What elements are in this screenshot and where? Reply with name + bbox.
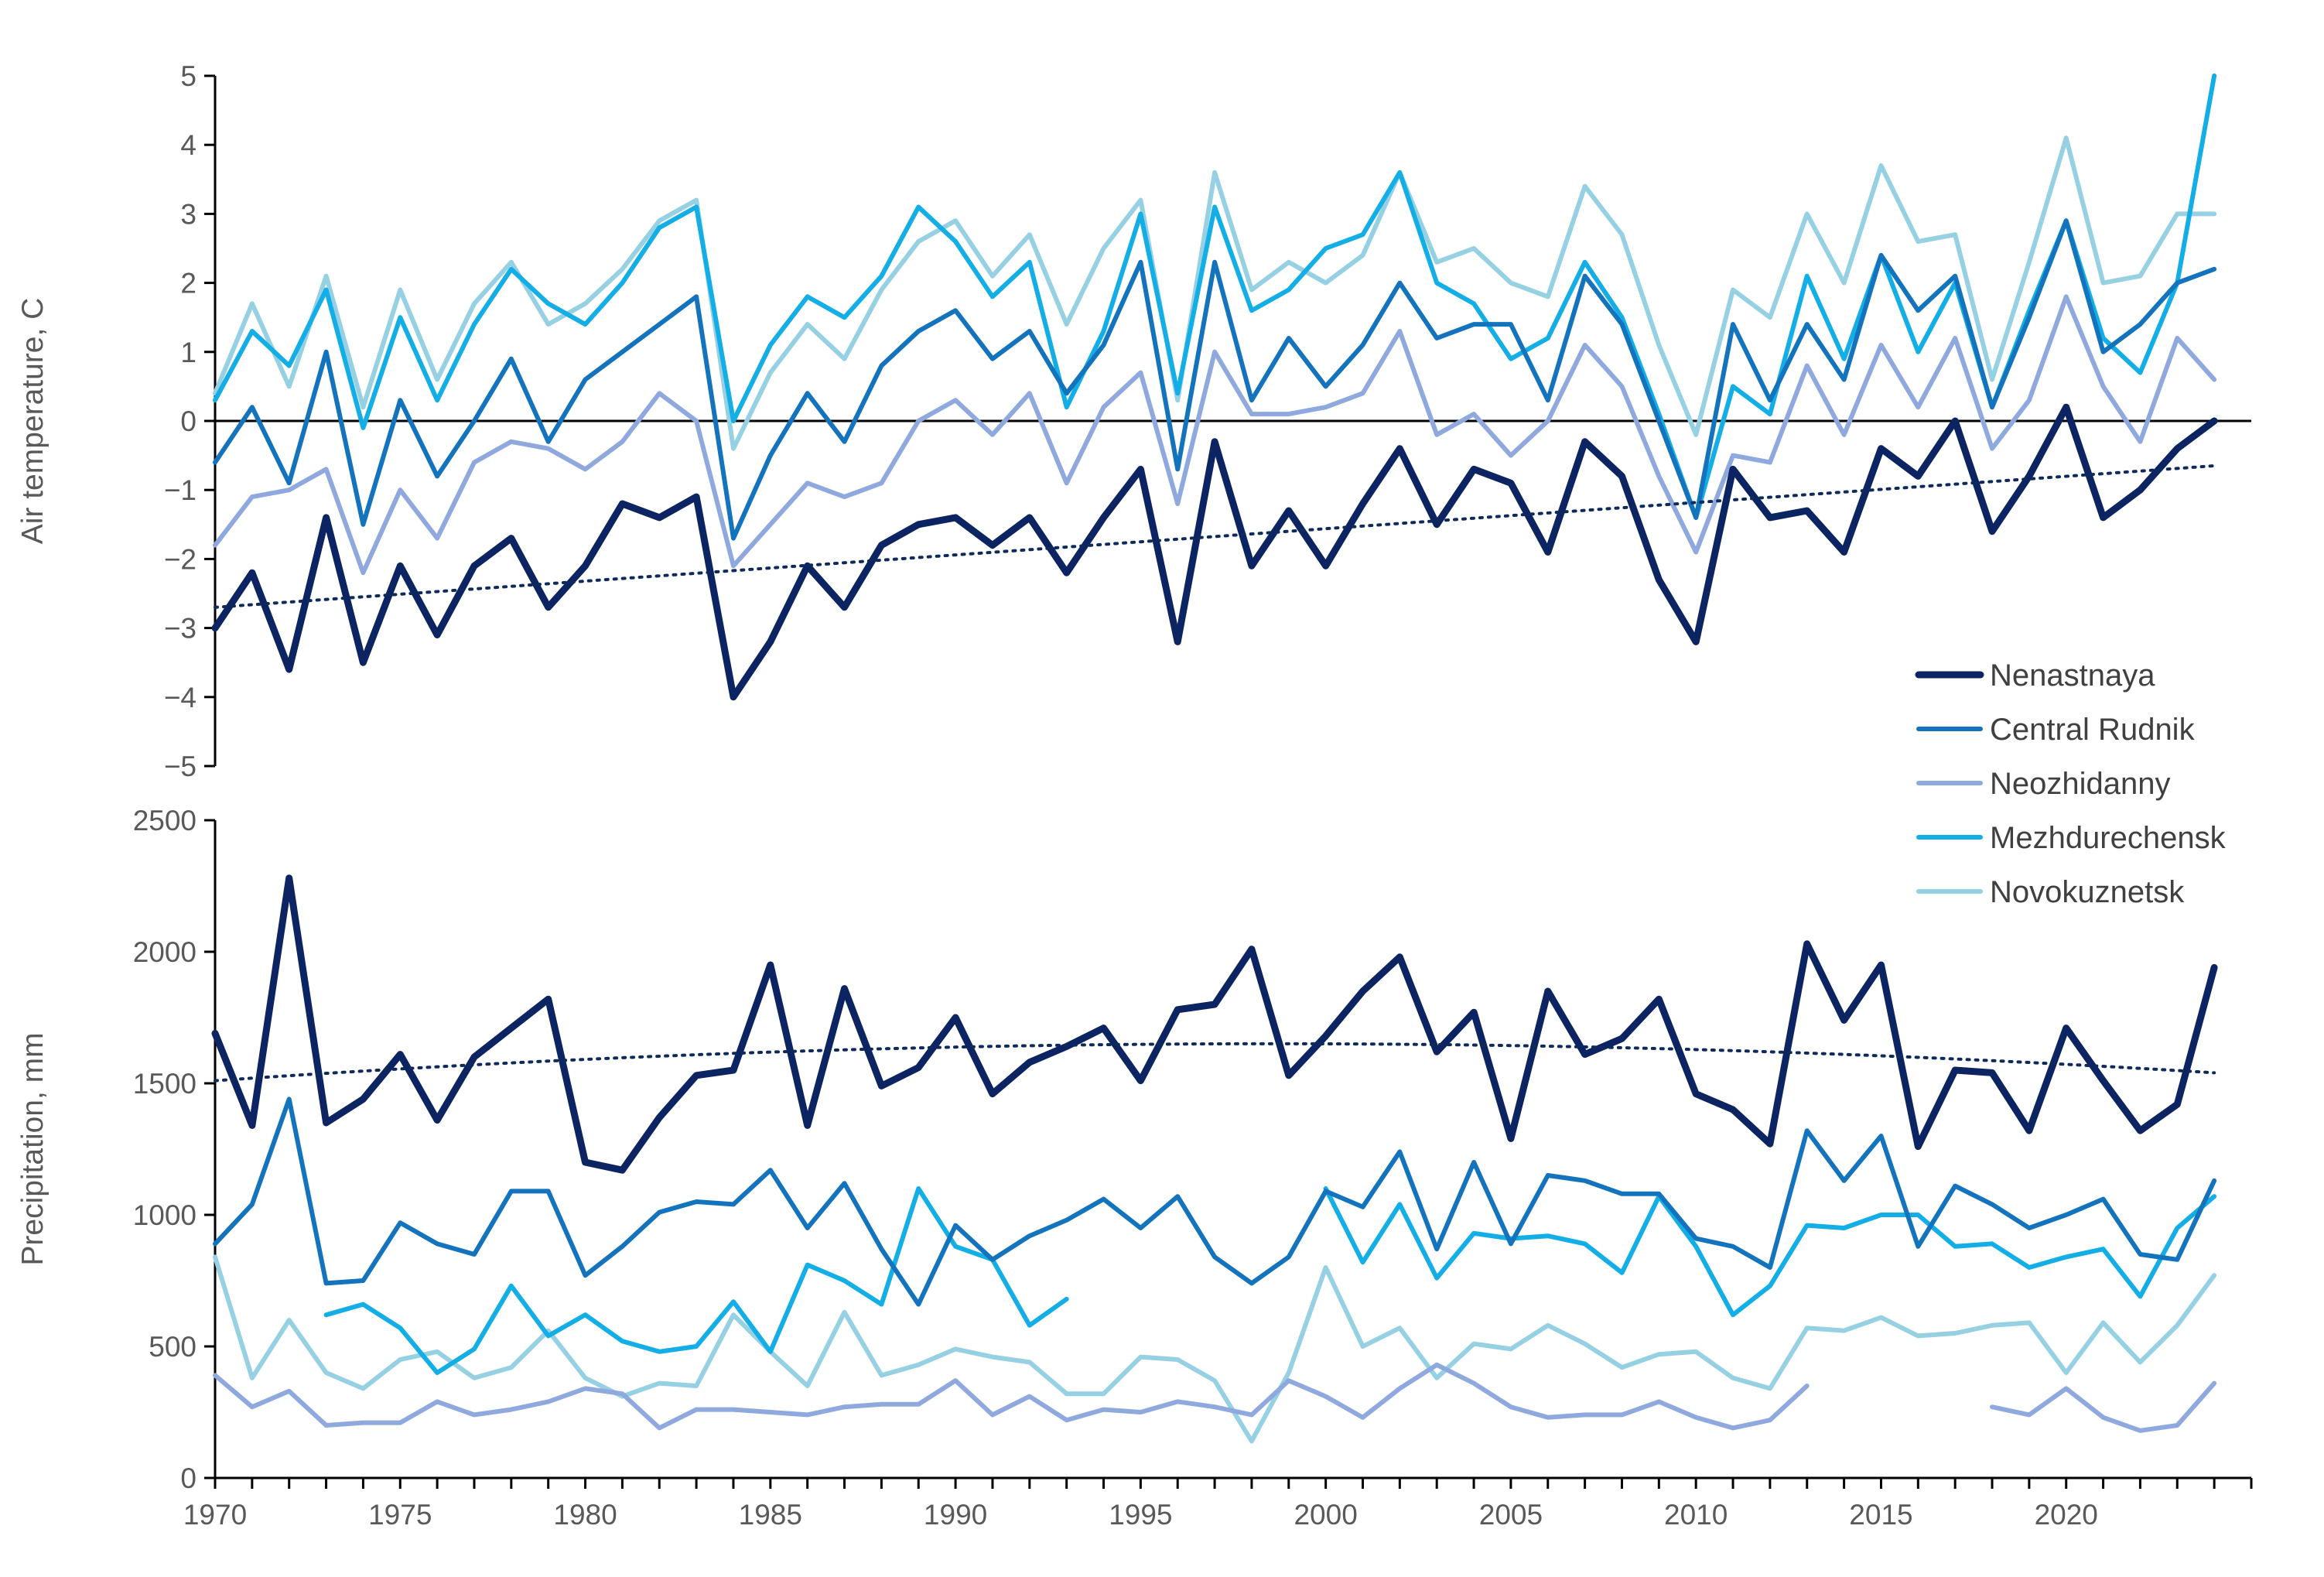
precipitation-y-axis-title: Precipitation, mm bbox=[16, 1032, 50, 1265]
precipitation-y-tick-label: 0 bbox=[180, 1462, 197, 1494]
temperature-y-tick-label: 3 bbox=[180, 198, 197, 230]
precipitation-y-tick-label: 2500 bbox=[133, 805, 197, 836]
temperature-y-tick-label: 0 bbox=[180, 405, 197, 437]
legend-label-novokuznetsk: Novokuznetsk bbox=[1990, 875, 2185, 909]
temperature-panel: −5 −4 −3 −2 −1 0 1 2 3 4 5 Air temperature, C bbox=[16, 60, 2251, 782]
legend-label-mezhdurechensk: Mezhdurechensk bbox=[1990, 821, 2227, 855]
temperature-y-axis-title: Air temperature, C bbox=[16, 298, 50, 545]
temperature-y-tick-label: 1 bbox=[180, 337, 197, 368]
legend: Nenastnaya Central Rudnik Neozhidanny Mezhd… bbox=[1915, 659, 2227, 909]
precipitation-series-mezhdurechensk bbox=[323, 1186, 2217, 1375]
temperature-y-tick-label: −3 bbox=[164, 613, 197, 645]
temperature-y-tick-label: −4 bbox=[164, 682, 197, 713]
x-tick-label: 1985 bbox=[739, 1499, 802, 1531]
temperature-y-tick-label: −1 bbox=[164, 474, 197, 506]
x-tick-label: 1995 bbox=[1109, 1499, 1172, 1531]
precipitation-series-novokuznetsk bbox=[213, 1254, 2217, 1444]
temperature-y-tick-label: 5 bbox=[180, 60, 197, 92]
x-tick-label: 1970 bbox=[183, 1499, 247, 1531]
precipitation-y-tick-label: 1500 bbox=[133, 1068, 197, 1100]
x-tick-label: 2010 bbox=[1664, 1499, 1728, 1531]
precipitation-y-tick-label: 1000 bbox=[133, 1199, 197, 1231]
legend-label-central-rudnik: Central Rudnik bbox=[1990, 713, 2196, 747]
temperature-series-neozhidanny bbox=[213, 294, 2217, 576]
x-tick-label: 1980 bbox=[553, 1499, 617, 1531]
x-tick-label: 2000 bbox=[1294, 1499, 1357, 1531]
temperature-y-tick-label: 2 bbox=[180, 268, 197, 299]
x-tick-label: 2020 bbox=[2035, 1499, 2098, 1531]
x-tick-label: 1975 bbox=[368, 1499, 432, 1531]
precipitation-series-neozhidanny bbox=[213, 1362, 2217, 1433]
temperature-series-nenastnaya bbox=[211, 403, 2218, 701]
temperature-y-tick-label: −5 bbox=[164, 751, 197, 782]
precipitation-series-nenastnaya bbox=[211, 874, 2218, 1174]
temperature-y-tick-label: 4 bbox=[180, 129, 197, 161]
temperature-series-novokuznetsk bbox=[213, 135, 2217, 451]
temperature-trend-line bbox=[214, 464, 2216, 609]
x-tick-label: 2015 bbox=[1849, 1499, 1912, 1531]
precipitation-y-tick-label: 2000 bbox=[133, 936, 197, 968]
x-tick-label: 1990 bbox=[924, 1499, 987, 1531]
x-axis: 1970 1975 1980 1985 1990 1995 2000 2005 2010 2015… bbox=[183, 1476, 2253, 1531]
legend-label-neozhidanny: Neozhidanny bbox=[1990, 767, 2171, 801]
precipitation-panel: 0 500 1000 1500 2000 2500 Precipitation, mm bbox=[16, 805, 2218, 1494]
temperature-series-central-rudnik bbox=[213, 218, 2217, 541]
temperature-y-tick-label: −2 bbox=[164, 543, 197, 575]
precipitation-trend-line bbox=[214, 1042, 2216, 1083]
x-tick-label: 2005 bbox=[1479, 1499, 1543, 1531]
precipitation-y-tick-label: 500 bbox=[149, 1331, 197, 1363]
legend-label-nenastnaya: Nenastnaya bbox=[1990, 659, 2155, 693]
precipitation-series-central-rudnik bbox=[213, 1096, 2217, 1307]
